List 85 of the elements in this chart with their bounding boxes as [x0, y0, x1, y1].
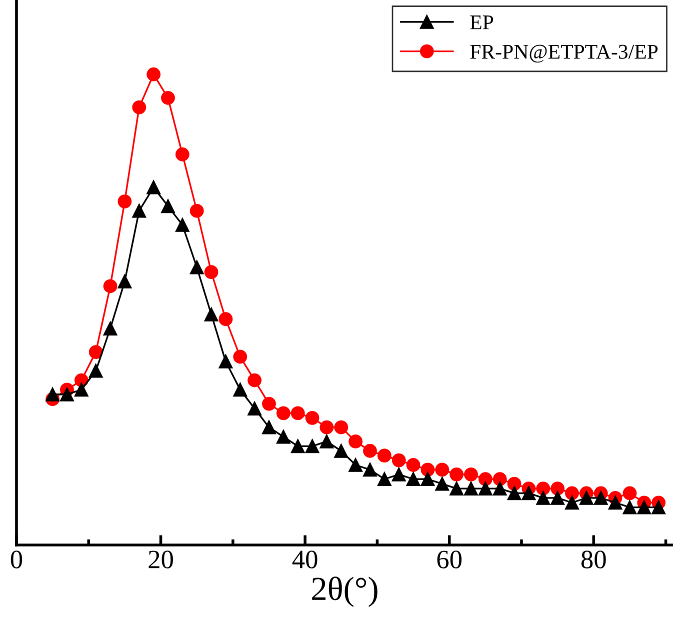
point: [204, 307, 218, 322]
point: [175, 147, 190, 162]
point: [276, 406, 290, 420]
point: [377, 472, 392, 486]
point: [550, 490, 565, 505]
point: [420, 462, 435, 477]
point: [507, 476, 522, 491]
point: [146, 180, 161, 194]
point: [190, 260, 204, 274]
point: [334, 444, 348, 458]
point: [88, 364, 103, 378]
point: [435, 476, 450, 491]
point: [320, 420, 334, 434]
legend-label: EP: [470, 16, 494, 30]
point: [579, 490, 594, 505]
x-axis-title: 2θ(°): [312, 576, 378, 607]
point: [536, 490, 550, 505]
point: [218, 354, 233, 368]
point: [622, 500, 637, 514]
point: [478, 472, 492, 486]
point: [132, 100, 146, 114]
point: [464, 482, 478, 496]
point: [161, 90, 175, 105]
point: [88, 345, 103, 359]
point: [132, 204, 146, 218]
point: [262, 420, 276, 434]
point: [161, 199, 175, 214]
point: [492, 472, 507, 486]
point: [74, 382, 88, 397]
x-tick-label: 60: [437, 550, 462, 568]
point: [290, 439, 305, 454]
point: [305, 439, 320, 454]
point: [406, 458, 420, 472]
point: [103, 322, 118, 336]
point: [290, 406, 305, 420]
point: [248, 373, 262, 388]
point: [420, 472, 435, 486]
point: [392, 467, 406, 482]
point: [118, 194, 132, 208]
point: [565, 486, 579, 500]
point: [622, 486, 637, 500]
point: [103, 279, 118, 294]
point: [550, 482, 565, 496]
point: [233, 350, 248, 364]
legend-label: FR-PN@ETPTA-3/EP: [470, 44, 658, 63]
point: [464, 467, 478, 482]
point: [190, 204, 204, 218]
point: [594, 490, 608, 505]
point: [522, 486, 536, 500]
point: [492, 482, 507, 496]
point: [652, 500, 666, 514]
point: [377, 448, 392, 463]
point: [450, 467, 464, 482]
point: [536, 482, 550, 496]
point: [565, 496, 579, 510]
point: [334, 420, 348, 434]
point: [392, 453, 406, 468]
point: [46, 387, 60, 402]
point: [233, 382, 248, 397]
x-tick-label: 40: [292, 550, 318, 568]
point: [320, 434, 334, 448]
point: [450, 482, 464, 496]
x-tick-label: 20: [148, 550, 173, 568]
point: [348, 434, 363, 448]
point: [507, 486, 522, 500]
point: [406, 472, 420, 486]
point: [276, 430, 290, 444]
point: [435, 462, 450, 477]
point: [175, 218, 190, 232]
point: [478, 482, 492, 496]
point: [218, 312, 233, 326]
point: [248, 402, 262, 416]
point: [363, 444, 377, 458]
x-tick-label: 80: [581, 550, 606, 568]
point: [363, 462, 377, 477]
point: [204, 265, 218, 279]
point: [60, 387, 74, 402]
point: [118, 274, 132, 288]
point: [262, 396, 276, 411]
point: [146, 67, 161, 82]
x-tick-label: 0: [10, 550, 22, 568]
point: [608, 496, 622, 510]
point: [637, 500, 652, 514]
point: [348, 458, 363, 472]
point: [305, 410, 320, 425]
